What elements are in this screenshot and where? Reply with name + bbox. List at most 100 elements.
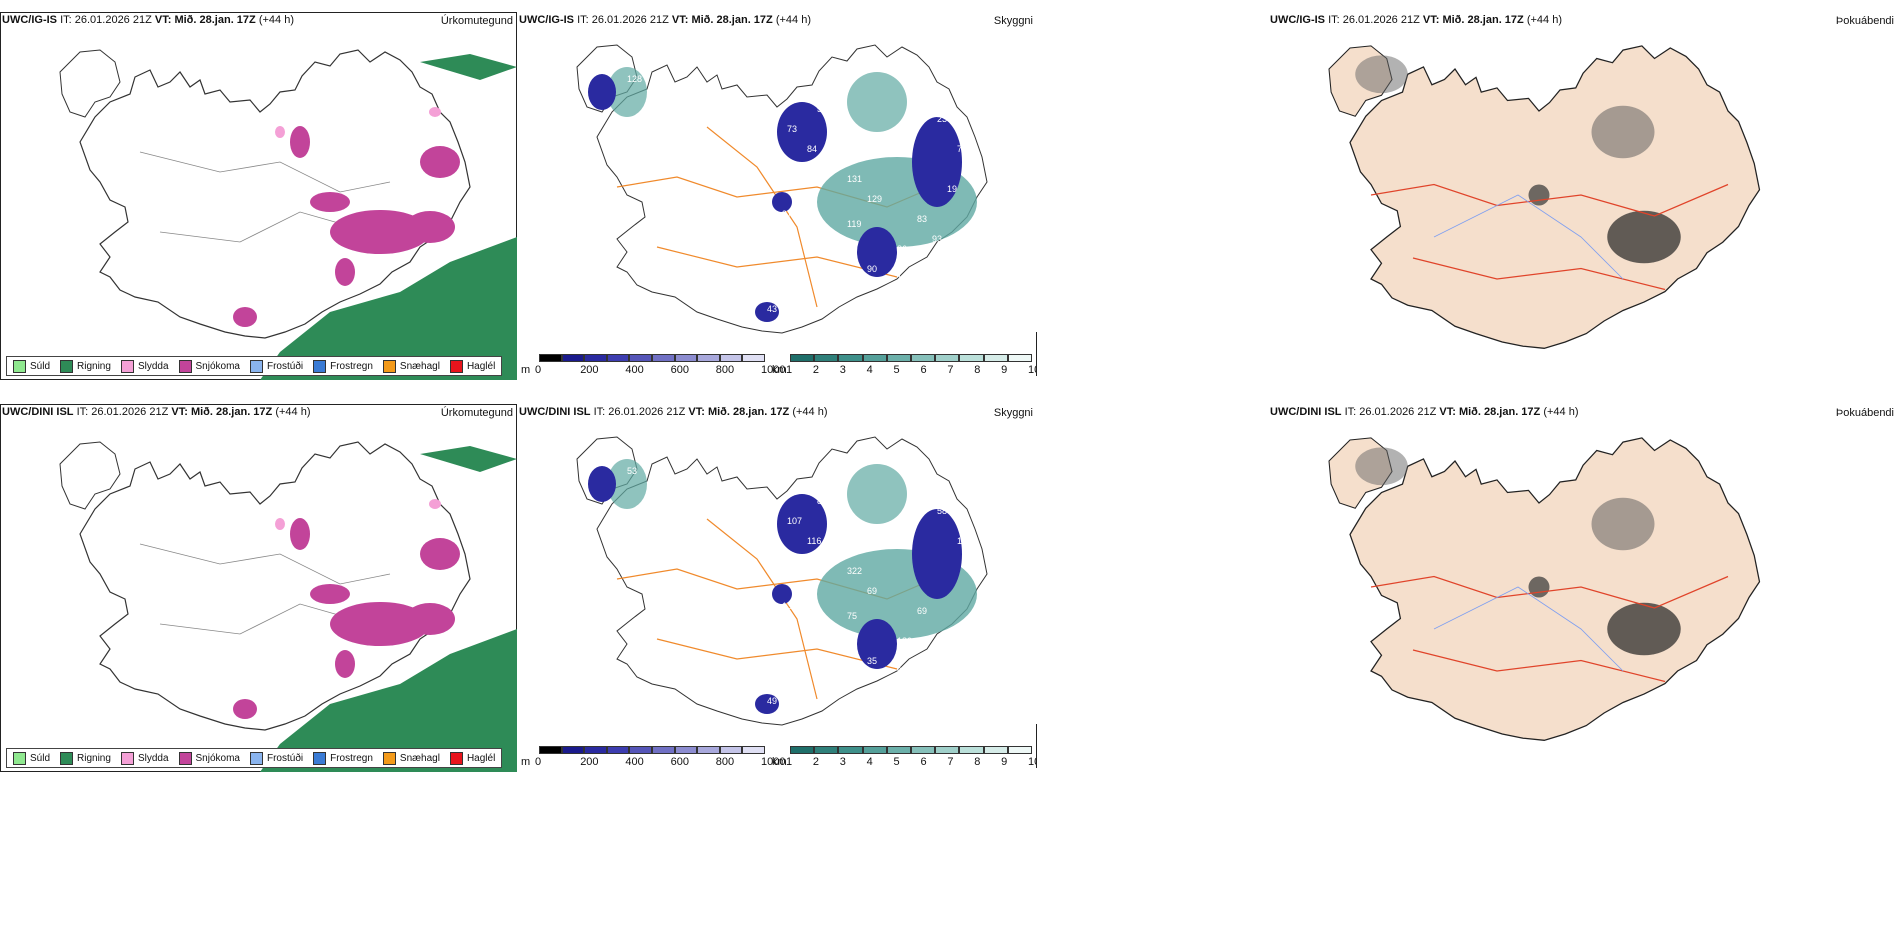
- coastline: [1349, 437, 1761, 741]
- cloud-base-label: 97: [782, 209, 792, 219]
- sleet-areas: [275, 107, 441, 138]
- cloud-base-label: 93: [932, 234, 942, 244]
- colorbar-tick: 6: [920, 364, 927, 376]
- colorbar-swatch: [697, 354, 720, 362]
- precip-legend-item: Haglél: [449, 359, 495, 373]
- precip-legend-item: Frostúði: [249, 359, 303, 373]
- precip-legend-item: Súld: [13, 751, 50, 765]
- colorbar-tick: 800: [715, 756, 735, 768]
- cloud-base-label: 19: [947, 184, 957, 194]
- colorbar-swatch: [959, 354, 984, 362]
- colorbar-tick: 400: [625, 756, 644, 768]
- colorbar-tick: 200: [580, 364, 599, 376]
- cloud-base-label: 180: [897, 636, 912, 646]
- cloud-base-label: 134: [782, 601, 797, 611]
- precip-map: [59, 49, 517, 380]
- colorbar-swatch: [742, 746, 765, 754]
- colorbar-swatch: [838, 354, 863, 362]
- colorbar-m: m 0 200 400 600 800 1000: [521, 746, 785, 770]
- cloud-base-label: 85: [642, 64, 652, 74]
- cloud-panel: 73 59 84 103 131 234 76 100 85 129 97 82 119 83 86 90 72…: [517, 12, 1037, 380]
- precip-title: UWC/IG-IS IT: 26.01.2026 21Z VT: Mið. 28…: [2, 14, 294, 26]
- colorbar-tick: 7: [947, 756, 954, 768]
- precip-panel: UWC/DINI ISL IT: 26.01.2026 21Z VT: Mið.…: [0, 404, 517, 772]
- road-lines: [139, 151, 391, 193]
- fog-legend-box: 0 60: [1036, 724, 1037, 768]
- colorbar-tick: 2: [812, 756, 819, 768]
- colorbar-swatch: [911, 746, 936, 754]
- cloud-panel: 107 81 116 148 322 58 157 78 112 69 134 85 75 69 180 35…: [517, 404, 1037, 772]
- colorbar-m: m 0 200 400 600 800 1000: [521, 354, 785, 378]
- fog-legend-box: 0 60: [1036, 332, 1037, 376]
- precip-legend-item: Frostregn: [313, 359, 373, 373]
- cloud-base-label: 84: [807, 144, 817, 154]
- colorbar-swatch: [1007, 746, 1032, 754]
- cloud-base-label: 322: [847, 566, 862, 576]
- colorbar-tick: 1: [786, 756, 793, 768]
- colorbar-tick: 2: [812, 364, 819, 376]
- colorbar-swatch: [719, 746, 743, 754]
- snow-areas: [233, 518, 460, 719]
- cloud-map: 73 59 84 103 131 234 76 100 85 129 97 82 119 83 86 9072…: [576, 44, 997, 334]
- colorbar-swatch: [983, 354, 1008, 362]
- cloud-base-label: 86: [897, 244, 907, 254]
- precip-legend-item: Slydda: [120, 359, 169, 373]
- cloud-base-label: 85: [987, 164, 997, 174]
- fog-area-grey: [1355, 55, 1408, 94]
- rain-area: [260, 54, 517, 380]
- colorbar-unit: m: [521, 364, 531, 376]
- colorbar-swatch: [629, 746, 652, 754]
- fog-map: [1328, 437, 1761, 741]
- low-cloud-areas: [588, 74, 962, 322]
- cloud-base-label: 69: [867, 586, 877, 596]
- fog-map: [1328, 45, 1761, 349]
- precip-title: UWC/DINI ISL IT: 26.01.2026 21Z VT: Mið.…: [2, 406, 311, 418]
- fog-area-dark: [1607, 210, 1681, 264]
- colorbar-tick: 3: [839, 364, 846, 376]
- cloud-map: 107 81 116 148 322 58 157 78 112 69 134 85 75 69 180 35…: [576, 436, 1001, 726]
- colorbar-swatch: [652, 354, 675, 362]
- rivers: [1433, 586, 1624, 672]
- colorbar-swatch: [790, 746, 815, 754]
- colorbar-swatch: [606, 746, 630, 754]
- precip-legend: Súld Rigning Slydda Snjókoma Frostúði Frostre…: [6, 748, 503, 768]
- cloud-base-labels: 107 81 116 148 322 58 157 78 112 69 134 85 75 69 180 35…: [627, 466, 1001, 706]
- colorbar-tick: 5: [893, 364, 900, 376]
- precip-legend: Súld Rigning Slydda Snjókoma Frostúði Frostre…: [6, 356, 503, 376]
- cloud-base-label: 112: [987, 556, 1001, 566]
- coastline: [79, 441, 471, 731]
- colorbar-tick: 4: [866, 364, 873, 376]
- cloud-base-label: 119: [847, 219, 861, 229]
- sleet-areas: [275, 499, 441, 530]
- colorbar-tick: 200: [580, 756, 599, 768]
- precip-legend-item: Snjókoma: [178, 751, 240, 765]
- precip-type-label: Úrkomutegund: [440, 407, 513, 419]
- colorbar-swatch: [629, 354, 652, 362]
- cloud-base-label: 129: [867, 194, 882, 204]
- cloud-base-label: 12: [857, 676, 867, 686]
- colorbar-tick: 0: [535, 364, 542, 376]
- precip-legend-item: Rigning: [60, 751, 111, 765]
- colorbar-swatch: [814, 354, 839, 362]
- cloud-title: UWC/IG-IS IT: 26.01.2026 21Z VT: Mið. 28…: [519, 14, 811, 26]
- road-lines: [159, 603, 371, 635]
- cloud-base-label: 234: [937, 114, 952, 124]
- fog-area-grey: [1591, 105, 1655, 159]
- colorbar-swatch: [561, 354, 585, 362]
- cloud-base-label: 107: [787, 516, 802, 526]
- cloud-base-label: 100: [897, 274, 912, 284]
- fog-area-grey: [1591, 497, 1655, 551]
- colorbar-tick: 1: [786, 364, 793, 376]
- cloud-base-label: 157: [957, 536, 972, 546]
- precip-map-frame: [0, 12, 517, 380]
- cloud-base-label: 103: [837, 154, 852, 164]
- road-lines: [139, 543, 391, 585]
- cloud-base-label: 78: [977, 526, 987, 536]
- precip-legend-item: Haglél: [449, 751, 495, 765]
- colorbar-unit: km: [772, 364, 787, 376]
- colorbar-swatch: [886, 746, 911, 754]
- colorbar-swatch: [838, 746, 863, 754]
- fog-type-label: Þokuábendi: [1835, 15, 1894, 27]
- cloud-base-label: 43: [767, 304, 777, 314]
- cloud-base-label: 69: [917, 606, 927, 616]
